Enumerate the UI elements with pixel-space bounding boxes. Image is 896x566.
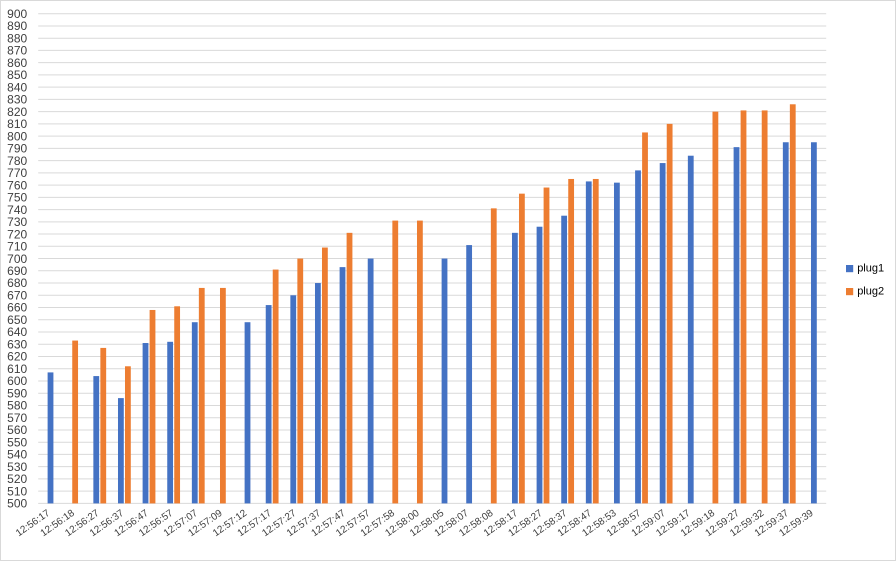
svg-text:570: 570: [7, 411, 27, 425]
svg-text:890: 890: [7, 19, 27, 33]
svg-text:640: 640: [7, 325, 27, 339]
svg-text:760: 760: [7, 178, 27, 192]
svg-text:560: 560: [7, 423, 27, 437]
svg-text:900: 900: [7, 7, 27, 21]
svg-text:870: 870: [7, 44, 27, 58]
svg-text:510: 510: [7, 484, 27, 498]
svg-text:610: 610: [7, 362, 27, 376]
svg-text:670: 670: [7, 288, 27, 302]
svg-text:530: 530: [7, 460, 27, 474]
svg-text:650: 650: [7, 313, 27, 327]
svg-text:790: 790: [7, 142, 27, 156]
svg-text:580: 580: [7, 399, 27, 413]
svg-text:810: 810: [7, 117, 27, 131]
svg-text:plug1: plug1: [857, 262, 884, 274]
svg-text:500: 500: [7, 497, 27, 511]
svg-text:710: 710: [7, 240, 27, 254]
svg-text:540: 540: [7, 448, 27, 462]
svg-text:720: 720: [7, 227, 27, 241]
svg-text:850: 850: [7, 68, 27, 82]
svg-text:690: 690: [7, 264, 27, 278]
svg-text:820: 820: [7, 105, 27, 119]
svg-text:680: 680: [7, 276, 27, 290]
svg-text:630: 630: [7, 337, 27, 351]
svg-text:700: 700: [7, 252, 27, 266]
svg-text:780: 780: [7, 154, 27, 168]
svg-text:660: 660: [7, 301, 27, 315]
svg-text:840: 840: [7, 80, 27, 94]
svg-text:830: 830: [7, 93, 27, 107]
svg-text:590: 590: [7, 386, 27, 400]
svg-text:730: 730: [7, 215, 27, 229]
svg-text:plug2: plug2: [857, 285, 884, 297]
svg-text:880: 880: [7, 31, 27, 45]
svg-text:520: 520: [7, 472, 27, 486]
svg-text:860: 860: [7, 56, 27, 70]
svg-text:740: 740: [7, 203, 27, 217]
svg-text:800: 800: [7, 129, 27, 143]
svg-text:550: 550: [7, 435, 27, 449]
svg-text:600: 600: [7, 374, 27, 388]
svg-text:770: 770: [7, 166, 27, 180]
svg-text:620: 620: [7, 350, 27, 364]
svg-text:750: 750: [7, 191, 27, 205]
